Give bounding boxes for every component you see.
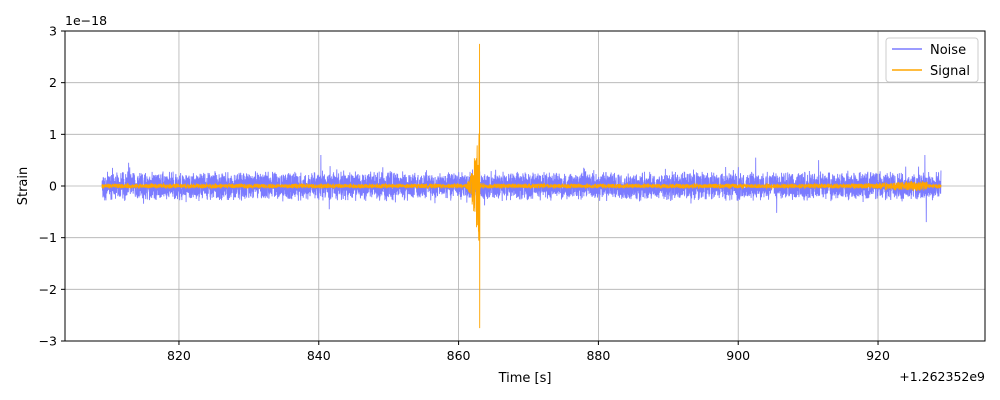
y-tick-label: 1 bbox=[49, 127, 57, 142]
x-tick-label: 840 bbox=[307, 348, 331, 363]
x-tick-label: 880 bbox=[586, 348, 610, 363]
legend-noise-label: Noise bbox=[930, 43, 966, 58]
noise-series-line bbox=[101, 154, 942, 223]
x-tick-label: 820 bbox=[167, 348, 191, 363]
x-axis-offset-label: +1.262352e9 bbox=[899, 369, 985, 384]
x-axis-label: Time [s] bbox=[498, 371, 552, 386]
y-axis-scale-label: 1e−18 bbox=[65, 13, 107, 28]
y-tick-label: 2 bbox=[49, 75, 57, 90]
y-tick-label: −1 bbox=[39, 230, 57, 245]
x-tick-label: 900 bbox=[726, 348, 750, 363]
y-tick-label: −2 bbox=[39, 282, 57, 297]
y-axis-label: Strain bbox=[16, 167, 31, 206]
y-tick-label: −3 bbox=[39, 334, 57, 349]
x-axis-ticks: 820 840 860 880 900 920 bbox=[167, 341, 890, 363]
plot-area bbox=[101, 43, 942, 329]
legend-signal-label: Signal bbox=[930, 64, 970, 79]
y-tick-label: 0 bbox=[49, 179, 57, 194]
signal-series-line bbox=[101, 43, 942, 329]
y-axis-ticks: −3 −2 −1 0 1 2 3 bbox=[39, 24, 65, 349]
y-tick-label: 3 bbox=[49, 24, 57, 39]
x-tick-label: 860 bbox=[447, 348, 471, 363]
x-tick-label: 920 bbox=[866, 348, 890, 363]
legend: Noise Signal bbox=[885, 37, 979, 83]
